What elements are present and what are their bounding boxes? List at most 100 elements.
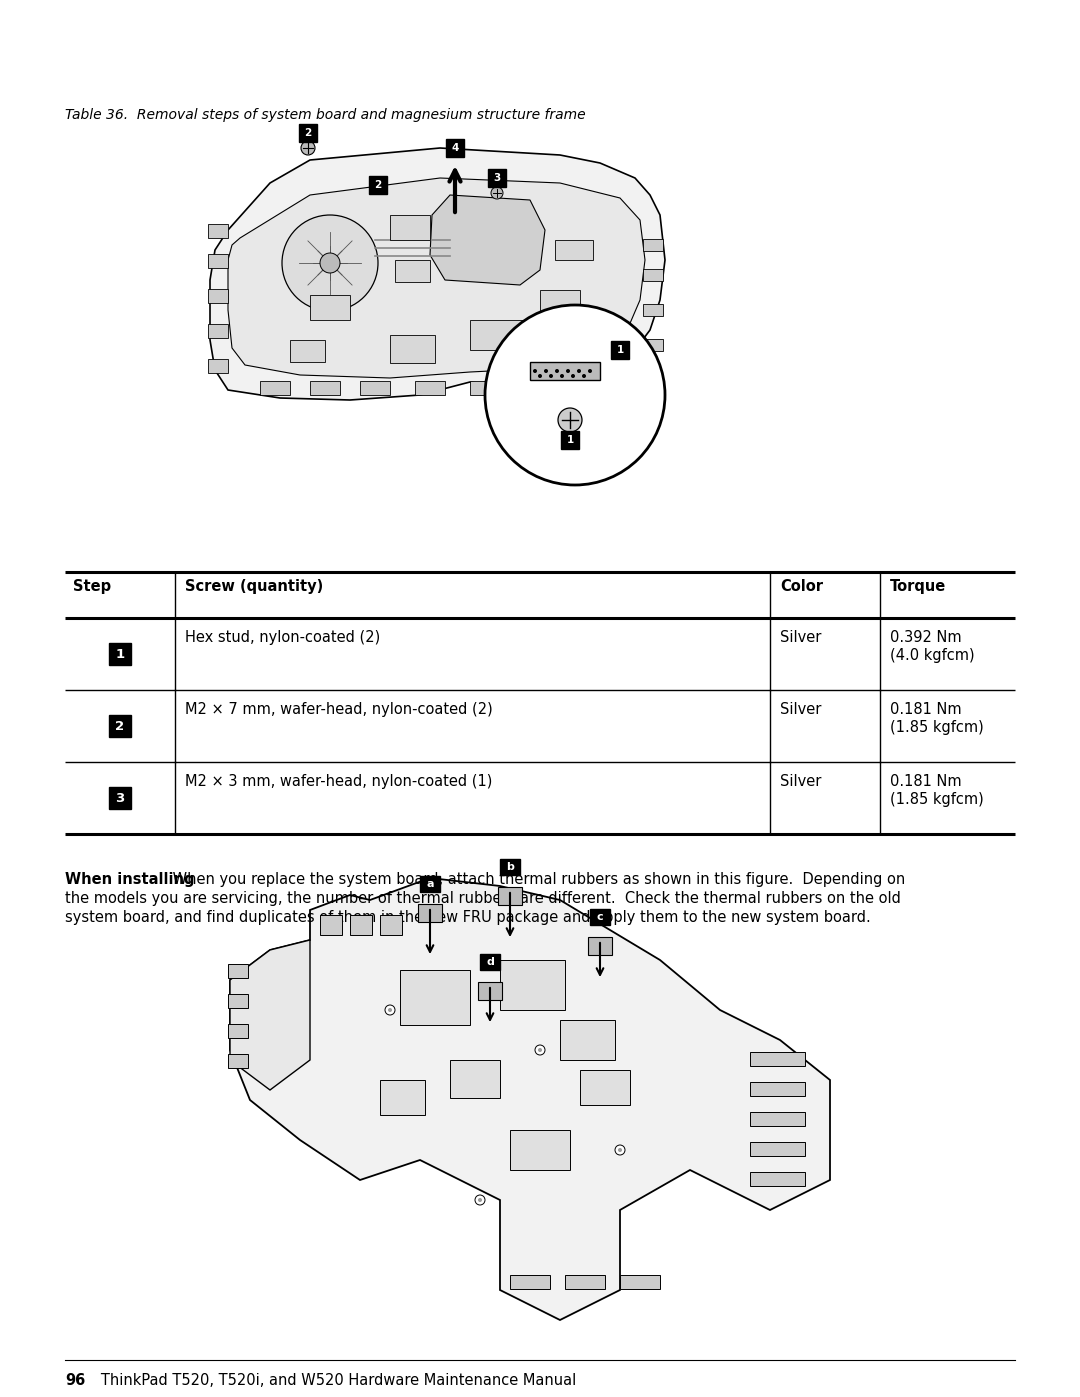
Text: system board, and find duplicates of them in the new FRU package and apply them : system board, and find duplicates of the… [65, 909, 870, 925]
Polygon shape [230, 940, 310, 1090]
Bar [500, 859, 519, 875]
Text: b: b [507, 862, 514, 872]
Circle shape [582, 374, 586, 379]
Bar [310, 381, 340, 395]
Bar [228, 1024, 248, 1038]
Bar [588, 937, 612, 956]
Text: c: c [596, 912, 604, 922]
Bar [643, 270, 663, 281]
Bar [750, 1083, 805, 1097]
Text: 0.392 Nm: 0.392 Nm [890, 630, 961, 645]
Text: Step: Step [73, 578, 111, 594]
Text: 1: 1 [116, 647, 124, 661]
Circle shape [566, 369, 570, 373]
Circle shape [478, 1199, 482, 1201]
Circle shape [301, 141, 315, 155]
Polygon shape [430, 196, 545, 285]
Circle shape [555, 369, 559, 373]
Bar [208, 359, 228, 373]
Polygon shape [228, 177, 645, 379]
Bar [390, 215, 430, 240]
Text: Silver: Silver [780, 703, 822, 717]
Bar [620, 1275, 660, 1289]
Text: When installing: When installing [65, 872, 194, 887]
Bar [530, 362, 600, 380]
Text: (1.85 kgfcm): (1.85 kgfcm) [890, 719, 984, 735]
Circle shape [475, 1194, 485, 1206]
Circle shape [571, 374, 575, 379]
Circle shape [535, 1045, 545, 1055]
Circle shape [534, 369, 537, 373]
Polygon shape [210, 148, 665, 400]
Text: (4.0 kgfcm): (4.0 kgfcm) [890, 648, 974, 664]
Text: Color: Color [780, 578, 823, 594]
Text: (1.85 kgfcm): (1.85 kgfcm) [890, 792, 984, 807]
Text: 0.181 Nm: 0.181 Nm [890, 774, 961, 789]
Bar [611, 341, 629, 359]
Bar [390, 335, 435, 363]
Text: M2 × 3 mm, wafer-head, nylon-coated (1): M2 × 3 mm, wafer-head, nylon-coated (1) [185, 774, 492, 789]
Bar [498, 887, 522, 905]
Bar [500, 960, 565, 1010]
Bar [450, 1060, 500, 1098]
Bar [395, 260, 430, 282]
Bar [228, 1053, 248, 1067]
Bar [415, 381, 445, 395]
Bar [565, 1275, 605, 1289]
Bar [208, 289, 228, 303]
Bar [555, 240, 593, 260]
Bar [400, 970, 470, 1025]
Text: 96: 96 [65, 1373, 85, 1389]
Text: Screw (quantity): Screw (quantity) [185, 578, 323, 594]
Text: the models you are servicing, the number of thermal rubbers are different.  Chec: the models you are servicing, the number… [65, 891, 901, 907]
Bar [360, 381, 390, 395]
Circle shape [549, 374, 553, 379]
Circle shape [618, 1148, 622, 1153]
Text: M2 × 7 mm, wafer-head, nylon-coated (2): M2 × 7 mm, wafer-head, nylon-coated (2) [185, 703, 492, 717]
Circle shape [561, 374, 564, 379]
Bar [750, 1172, 805, 1186]
Circle shape [577, 369, 581, 373]
Circle shape [544, 369, 548, 373]
Circle shape [320, 253, 340, 272]
Circle shape [558, 408, 582, 432]
Text: ThinkPad T520, T520i, and W520 Hardware Maintenance Manual: ThinkPad T520, T520i, and W520 Hardware … [87, 1373, 577, 1389]
Bar [580, 1070, 630, 1105]
Circle shape [384, 1004, 395, 1016]
Circle shape [538, 374, 542, 379]
Text: a: a [427, 879, 434, 888]
Text: Hex stud, nylon-coated (2): Hex stud, nylon-coated (2) [185, 630, 380, 645]
Bar [291, 339, 325, 362]
Bar [109, 787, 131, 809]
Bar [540, 291, 580, 314]
Bar [470, 320, 525, 351]
Bar [561, 432, 579, 448]
Bar [488, 169, 507, 187]
Bar [750, 1052, 805, 1066]
Circle shape [491, 187, 503, 198]
Bar [750, 1141, 805, 1155]
Bar [510, 1275, 550, 1289]
Bar [228, 964, 248, 978]
Text: d: d [486, 957, 494, 967]
Polygon shape [230, 877, 831, 1320]
Bar [228, 995, 248, 1009]
Bar [446, 138, 464, 156]
Bar [420, 876, 440, 893]
Bar [208, 324, 228, 338]
Bar [109, 715, 131, 738]
Text: Table 36.  Removal steps of system board and magnesium structure frame: Table 36. Removal steps of system board … [65, 108, 585, 122]
Circle shape [588, 369, 592, 373]
Circle shape [615, 1146, 625, 1155]
Bar [310, 295, 350, 320]
Text: 2: 2 [305, 129, 312, 138]
Bar [208, 254, 228, 268]
Circle shape [485, 305, 665, 485]
Bar [418, 904, 442, 922]
Bar [480, 954, 500, 970]
Bar [510, 1130, 570, 1171]
Bar [590, 909, 610, 925]
Bar [380, 915, 402, 935]
Bar [260, 381, 291, 395]
Bar [643, 239, 663, 251]
